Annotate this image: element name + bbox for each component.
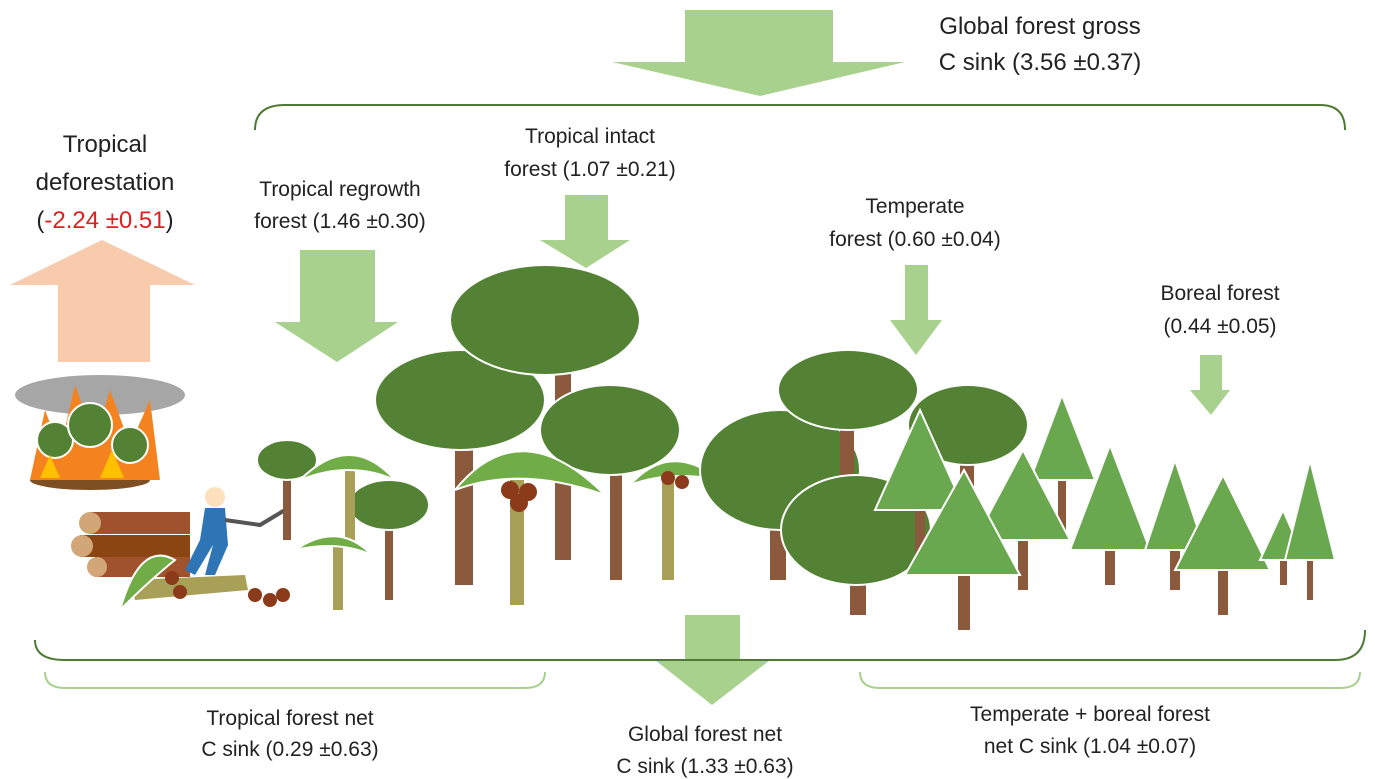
temperate-label: Temperate [865,195,964,218]
deforestation-label: Tropical [63,131,147,158]
paren: ) [166,207,174,234]
intact-label: forest (1.07 ±0.21) [504,158,675,181]
regrowth-label: forest (1.46 ±0.30) [254,210,425,233]
temperate-arrow [890,265,942,355]
fire-icon [15,375,185,490]
deforestation-value: (-2.24 ±0.51) [36,207,173,234]
boreal-arrow [1190,355,1230,415]
tropical-brace [45,672,545,688]
temperate-boreal-net-label: Temperate + boreal forest [970,703,1210,726]
gross-label: Global forest gross [939,13,1140,40]
temperate-boreal-net-label: net C sink (1.04 ±0.07) [984,735,1196,758]
boreal-label: Boreal forest [1160,282,1279,305]
top-brace [255,105,1345,130]
value: -2.24 ±0.51 [44,207,165,234]
temperate-label: forest (0.60 ±0.04) [829,228,1000,251]
deforestation-arrow [10,240,195,362]
regrowth-label: Tropical regrowth [259,178,420,201]
logging-icon [71,487,290,610]
tropical-net-label: C sink (0.29 ±0.63) [201,738,378,761]
deforestation-label: deforestation [36,169,175,196]
intact-label: Tropical intact [525,125,655,148]
intact-arrow [540,195,630,268]
global-net-label: C sink (1.33 ±0.63) [616,755,793,778]
gross-label: C sink (3.56 ±0.37) [939,49,1142,76]
regrowth-arrow [275,250,398,362]
paren: ( [36,207,44,234]
gross-arrow [612,10,905,96]
tropical-net-label: Tropical forest net [206,707,373,730]
diagram: Global forest gross C sink (3.56 ±0.37) … [0,0,1375,779]
boreal-label: (0.44 ±0.05) [1163,315,1276,338]
global-net-label: Global forest net [628,723,782,746]
temperate-brace [860,672,1360,688]
